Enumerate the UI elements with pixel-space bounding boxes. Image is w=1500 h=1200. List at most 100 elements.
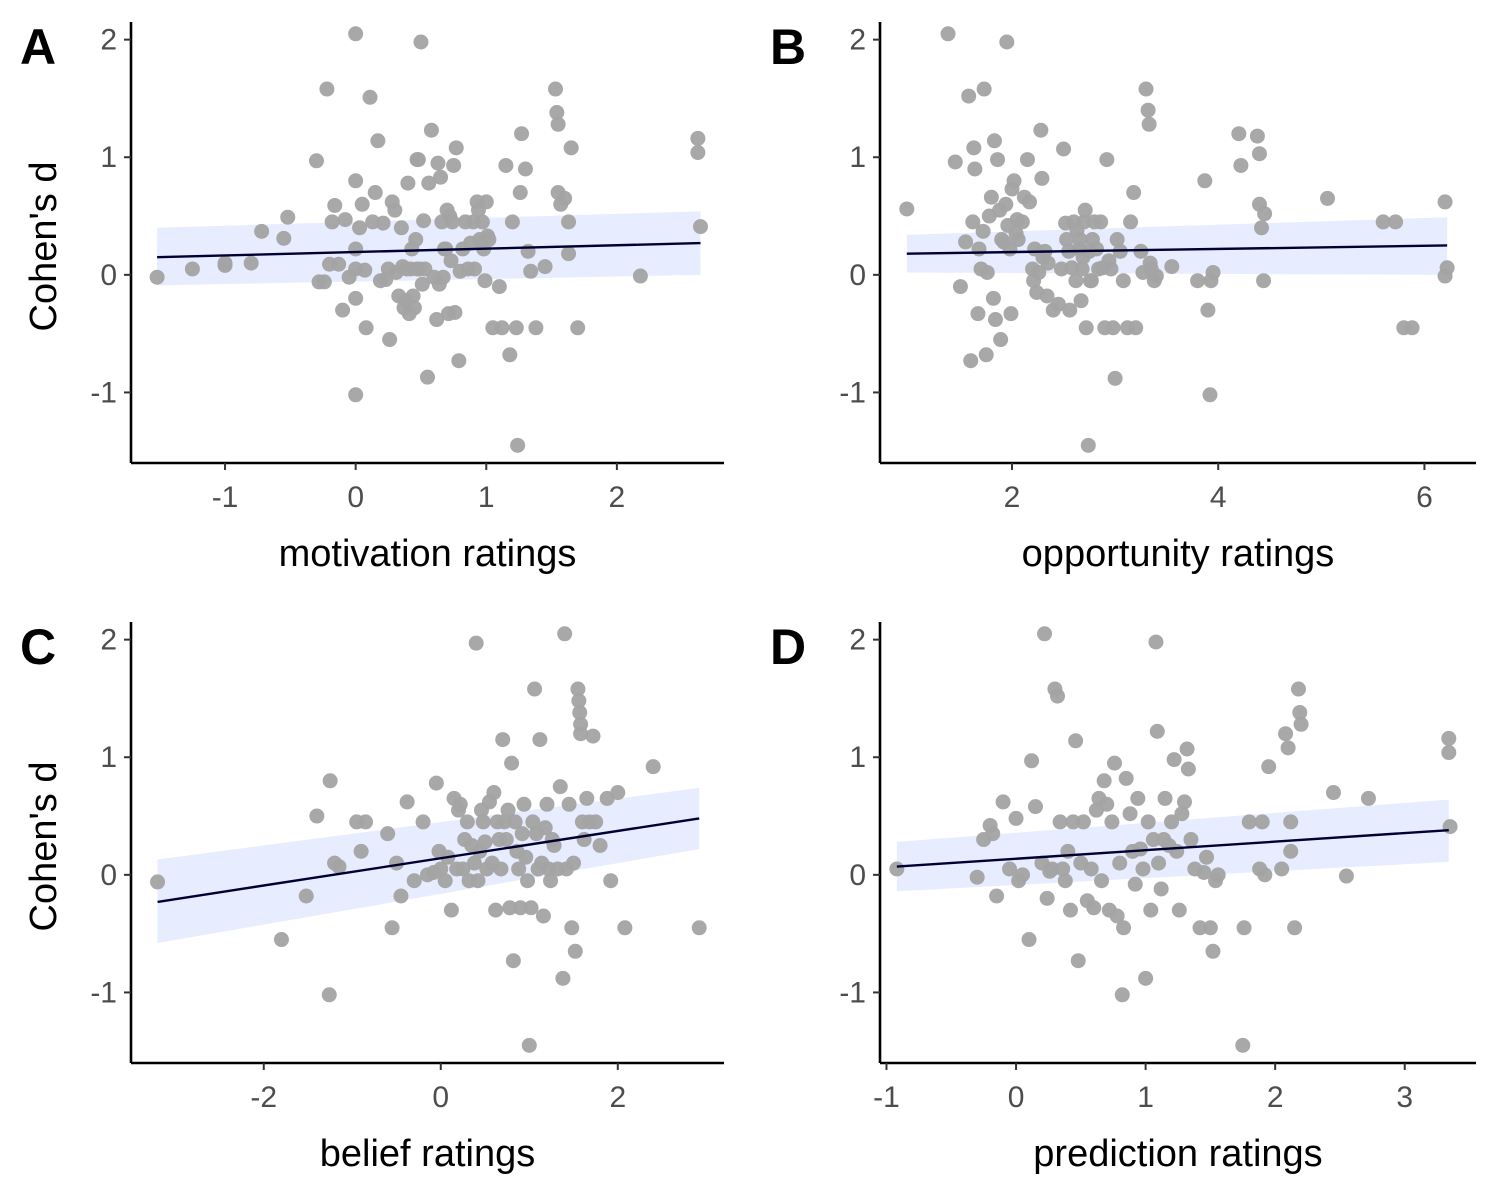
regression-line: [157, 817, 700, 904]
data-point: [507, 814, 523, 830]
data-point: [1292, 705, 1308, 721]
data-point: [327, 197, 343, 213]
data-point: [466, 855, 482, 871]
data-point: [1280, 740, 1296, 756]
data-point: [1145, 832, 1161, 848]
x-axis-title: prediction ratings: [1033, 1133, 1322, 1175]
y-tick-label: 1: [849, 741, 866, 774]
data-point: [348, 173, 364, 189]
data-point: [548, 81, 564, 97]
data-point: [348, 26, 364, 42]
x-tick-label: 2: [609, 1081, 626, 1114]
data-point: [1103, 261, 1119, 277]
data-point: [1080, 437, 1096, 453]
data-point: [579, 790, 595, 806]
data-point: [1105, 320, 1121, 336]
data-point: [1210, 867, 1226, 883]
y-tick-label: 1: [100, 141, 117, 174]
x-tick-label: 2: [609, 481, 626, 514]
x-tick-label: 4: [1210, 481, 1227, 514]
x-tick-label: 3: [1396, 1081, 1413, 1114]
x-tick-label: 2: [1004, 481, 1021, 514]
data-point: [1261, 759, 1277, 775]
data-point: [477, 834, 493, 850]
data-point: [406, 300, 422, 316]
data-point: [1151, 855, 1167, 871]
data-point: [570, 320, 586, 336]
data-point: [1070, 953, 1086, 969]
data-point: [965, 214, 981, 230]
data-point: [1072, 232, 1088, 248]
data-point: [308, 153, 324, 169]
data-point: [1006, 173, 1022, 189]
data-point: [1442, 819, 1458, 835]
x-tick-label: -1: [873, 1081, 900, 1114]
y-tick-label: 2: [100, 624, 117, 657]
data-point: [1320, 190, 1336, 206]
data-point: [512, 900, 528, 916]
data-point: [1157, 790, 1173, 806]
data-point: [1010, 232, 1026, 248]
data-point: [1002, 861, 1018, 877]
data-point: [423, 122, 439, 138]
data-point: [998, 196, 1014, 212]
data-point: [514, 826, 530, 842]
data-point: [508, 320, 524, 336]
panel-tag: D: [770, 619, 806, 675]
data-point: [149, 269, 165, 285]
data-point: [1003, 306, 1019, 322]
data-point: [321, 987, 337, 1003]
panel-b: -1 0 1 2 2 4 6 opportunity ratings B: [770, 19, 1476, 575]
data-point: [961, 88, 977, 104]
data-point: [1254, 220, 1270, 236]
data-point: [428, 775, 444, 791]
data-point: [976, 81, 992, 97]
data-point: [632, 268, 648, 284]
data-point: [1274, 861, 1290, 877]
data-point: [518, 849, 534, 865]
data-point: [1014, 214, 1030, 230]
data-point: [380, 826, 396, 842]
data-point: [358, 320, 374, 336]
data-point: [413, 34, 429, 50]
x-tick-label: 1: [478, 481, 495, 514]
regression-line: [906, 244, 1448, 255]
data-point: [491, 279, 507, 295]
data-point: [504, 755, 520, 771]
data-point: [406, 873, 422, 889]
data-point: [429, 312, 445, 328]
y-tick-label: -1: [90, 976, 117, 1009]
data-point: [645, 759, 661, 775]
data-point: [478, 194, 494, 210]
data-point: [1441, 730, 1457, 746]
data-point: [585, 728, 601, 744]
data-point: [692, 219, 708, 235]
data-point: [370, 133, 386, 149]
x-axis-title: motivation ratings: [279, 533, 577, 575]
data-point: [348, 290, 364, 306]
data-point: [1375, 214, 1391, 230]
data-point: [517, 161, 533, 177]
data-point: [572, 705, 588, 721]
y-tick-label: 2: [100, 24, 117, 57]
data-point: [468, 635, 484, 651]
data-point: [1127, 876, 1143, 892]
data-point: [1439, 260, 1455, 276]
data-point: [1149, 723, 1165, 739]
data-point: [989, 888, 1005, 904]
data-point: [1235, 1037, 1251, 1053]
data-point: [510, 437, 526, 453]
panel-c: -1 0 1 2 -2 0 2 belief ratings Cohen's d C: [20, 619, 724, 1175]
data-point: [963, 353, 979, 369]
data-point: [952, 279, 968, 295]
data-point: [555, 970, 571, 986]
data-point: [1205, 943, 1221, 959]
x-tick-label: 0: [1008, 1081, 1025, 1114]
data-point: [276, 230, 292, 246]
data-point: [1055, 861, 1071, 877]
data-point: [549, 105, 565, 121]
data-point: [1338, 868, 1354, 884]
data-point: [335, 302, 351, 318]
y-tick-label: 0: [100, 259, 117, 292]
data-point: [1133, 243, 1149, 259]
